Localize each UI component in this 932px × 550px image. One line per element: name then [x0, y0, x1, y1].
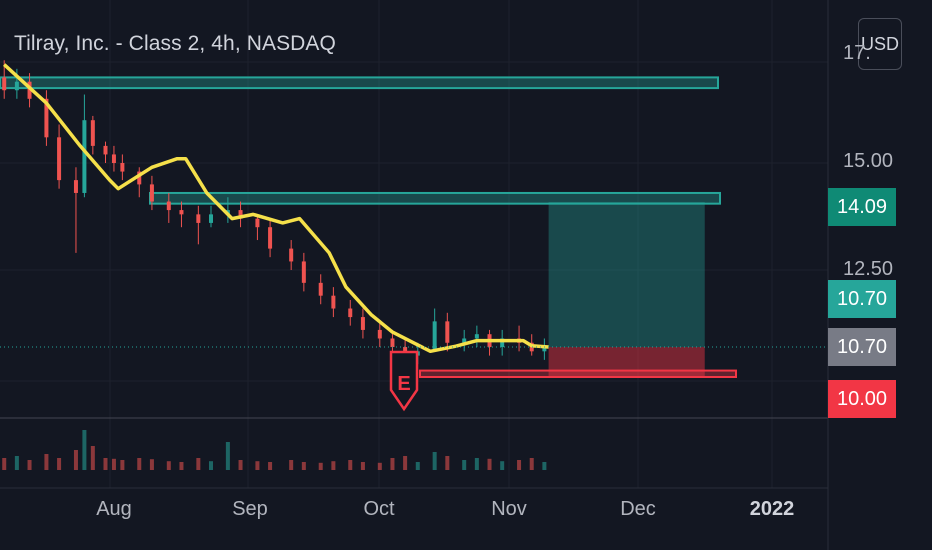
volume-bar: [415, 462, 420, 470]
x-tick-label: Aug: [96, 498, 132, 520]
volume-bar: [166, 461, 171, 470]
candle-body: [82, 120, 87, 193]
candle-body: [2, 77, 7, 91]
candle-body: [445, 321, 450, 343]
candle-body: [289, 248, 294, 262]
volume-bar: [14, 456, 19, 470]
candle-body: [137, 171, 142, 185]
candle-body: [360, 317, 365, 330]
candle-body: [474, 334, 479, 339]
x-tick-label: Dec: [620, 498, 656, 520]
volume-bar: [487, 458, 492, 470]
volume-bar: [529, 458, 534, 470]
candle-body: [44, 98, 49, 138]
earnings-marker-shape: [389, 350, 419, 412]
candle-body: [166, 201, 171, 211]
volume-bar: [73, 450, 78, 470]
volume-bar: [90, 446, 95, 470]
candle-body: [120, 163, 125, 172]
volume-bar: [209, 461, 213, 470]
volume-bar: [474, 458, 479, 470]
volume-bar: [57, 458, 62, 470]
volume-bar: [403, 456, 408, 470]
volume-bar: [360, 462, 365, 470]
position-profit-zone: [548, 201, 705, 348]
volume-bar: [82, 430, 87, 470]
position-loss-zone: [548, 347, 705, 377]
volume-bar: [462, 460, 467, 470]
volume-bar: [289, 460, 294, 470]
y-tick-label: 15.00: [843, 150, 894, 172]
price-badge-target: 14.09: [828, 188, 896, 226]
grid: [0, 0, 828, 488]
candle-body: [390, 338, 395, 348]
volume-bar: [2, 458, 7, 470]
candle-body: [542, 347, 547, 352]
price-badge-entry: 10.70: [828, 280, 896, 318]
candle-body: [301, 261, 306, 283]
volume-bar: [196, 458, 201, 470]
candle-body: [149, 184, 154, 202]
candle-body: [179, 210, 184, 215]
candle-body: [255, 218, 260, 228]
volume-bar: [120, 460, 125, 470]
y-tick-label: 17.: [843, 42, 871, 64]
volume-bar: [432, 452, 437, 470]
volume-bar: [517, 460, 522, 470]
candle-body: [318, 282, 323, 296]
chart-title: Tilray, Inc. - Class 2, 4h, NASDAQ: [14, 32, 336, 55]
candle-body: [14, 81, 19, 91]
volume-bar: [111, 458, 116, 470]
candle-body: [196, 214, 201, 223]
horizontal-zone: [0, 76, 719, 90]
earnings-marker-label: E: [397, 373, 410, 395]
x-tick-label: Oct: [363, 498, 395, 520]
volume-bar: [268, 462, 273, 470]
volume-bar: [331, 461, 336, 470]
x-tick-label: Nov: [491, 498, 527, 520]
candle-body: [377, 329, 382, 339]
volume-bar: [542, 462, 547, 470]
volume-bar: [149, 459, 154, 470]
candle-body: [331, 295, 336, 309]
x-tick-label: 2022: [749, 498, 795, 520]
price-badge-stop: 10.00: [828, 380, 896, 418]
volume-bar: [390, 458, 395, 470]
volume-bar: [238, 460, 243, 470]
moving-average-line[interactable]: [3, 63, 549, 354]
volume-bar: [44, 454, 49, 470]
y-tick-label: 12.50: [843, 258, 894, 280]
volume-bar: [377, 462, 382, 470]
volume-bar: [179, 462, 184, 470]
x-tick-label: Sep: [232, 498, 268, 520]
candle-body: [111, 154, 116, 163]
volume-bar: [103, 458, 108, 470]
volume-bar: [445, 456, 450, 470]
candle-body: [268, 227, 273, 249]
price-badge-last: 10.70: [828, 328, 896, 366]
volume-bar: [27, 460, 32, 470]
volume-bar: [348, 460, 353, 470]
volume-bar: [137, 458, 142, 470]
candle-body: [103, 145, 108, 155]
volume-bar: [318, 462, 323, 470]
candle-body: [90, 120, 95, 146]
horizontal-zone: [419, 369, 737, 378]
candle-body: [348, 308, 353, 318]
candle-body: [500, 338, 505, 348]
volume-bar: [500, 461, 505, 470]
volume-bar: [301, 462, 306, 470]
candle-body: [57, 137, 62, 181]
currency-button[interactable]: USD: [858, 18, 902, 70]
volume-bar: [255, 461, 260, 470]
earnings-marker[interactable]: E: [389, 350, 419, 412]
candle-body: [462, 338, 467, 343]
candle-body: [27, 81, 32, 99]
candle-body: [209, 214, 213, 223]
candle-body: [238, 210, 243, 219]
candle-body: [432, 321, 437, 352]
candle-body: [73, 180, 78, 193]
volume-bar: [225, 442, 230, 470]
